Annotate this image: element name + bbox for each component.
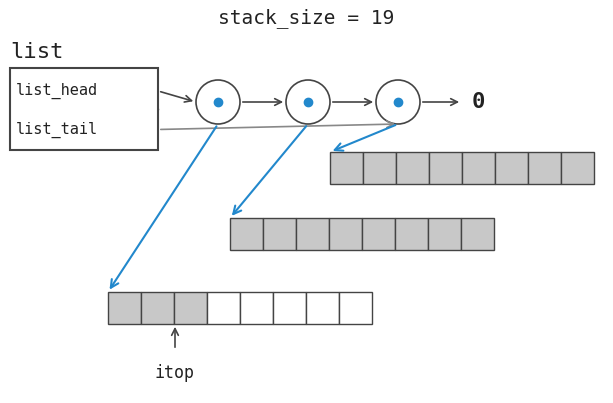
Bar [273,292,306,324]
Bar [207,292,240,324]
Text: list: list [10,42,64,62]
Bar [462,152,495,184]
Bar [396,152,429,184]
Bar [528,152,561,184]
Text: list_head: list_head [16,83,98,99]
Bar [461,218,494,250]
Bar [561,152,594,184]
Bar [395,218,428,250]
Bar [428,218,461,250]
Text: list_tail: list_tail [16,121,98,137]
Bar [363,152,396,184]
Ellipse shape [286,80,330,124]
Bar [495,152,528,184]
Bar [10,68,158,150]
Bar [108,292,141,324]
Bar [306,292,339,324]
Bar [141,292,174,324]
Text: stack_size = 19: stack_size = 19 [218,8,395,28]
Ellipse shape [196,80,240,124]
Bar [296,218,329,250]
Ellipse shape [376,80,420,124]
Bar [362,218,395,250]
Bar [230,218,263,250]
Bar [329,218,362,250]
Text: itop: itop [155,364,195,382]
Bar [263,218,296,250]
Bar [339,292,372,324]
Bar [174,292,207,324]
Bar [330,152,363,184]
Text: 0: 0 [472,92,485,112]
Bar [429,152,462,184]
Bar [240,292,273,324]
